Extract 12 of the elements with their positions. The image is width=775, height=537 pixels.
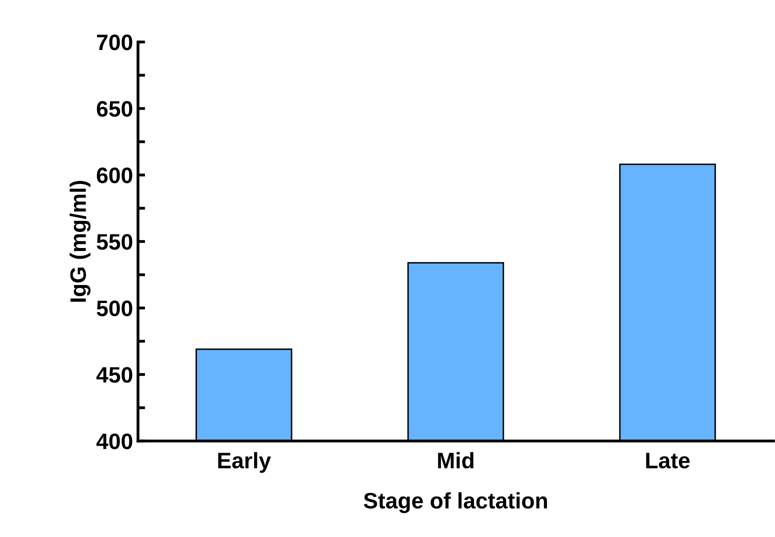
x-tick-label: Late	[646, 452, 690, 468]
y-tick-label: 500	[96, 300, 132, 316]
y-tick-label: 600	[96, 168, 132, 184]
y-axis-title: IgG (mg/ml)	[70, 180, 91, 302]
y-tick-label: 450	[96, 367, 132, 383]
y-tick-label: 550	[96, 234, 132, 250]
y-tick-label: 400	[96, 434, 132, 450]
x-axis-title: Stage of lactation	[364, 492, 547, 514]
y-tick-label: 700	[97, 34, 132, 50]
x-tick-label: Early	[218, 452, 271, 473]
y-tick-label: 650	[96, 101, 132, 117]
x-tick-label: Mid	[438, 452, 474, 468]
